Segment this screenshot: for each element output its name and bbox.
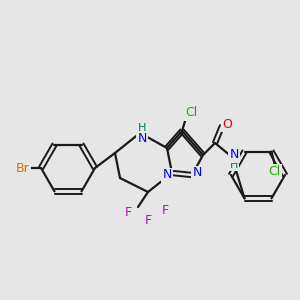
Text: F: F — [144, 214, 152, 226]
Text: O: O — [222, 118, 232, 130]
Text: Cl: Cl — [268, 165, 280, 178]
Text: H: H — [230, 160, 238, 170]
Text: N: N — [192, 167, 202, 179]
Text: N: N — [229, 148, 239, 161]
Text: F: F — [124, 206, 132, 220]
Text: N: N — [137, 131, 147, 145]
Text: F: F — [161, 203, 169, 217]
Text: Cl: Cl — [185, 106, 197, 119]
Text: H: H — [138, 123, 146, 133]
Text: N: N — [162, 169, 172, 182]
Text: Br: Br — [16, 161, 30, 175]
